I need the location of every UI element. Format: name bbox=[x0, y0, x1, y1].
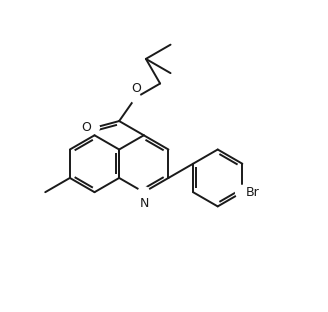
Circle shape bbox=[138, 187, 149, 198]
Text: O: O bbox=[132, 82, 141, 95]
Text: O: O bbox=[81, 121, 91, 134]
Text: N: N bbox=[140, 197, 149, 210]
Circle shape bbox=[131, 93, 140, 103]
Circle shape bbox=[90, 123, 99, 133]
Circle shape bbox=[236, 185, 249, 199]
Text: Br: Br bbox=[246, 186, 260, 199]
